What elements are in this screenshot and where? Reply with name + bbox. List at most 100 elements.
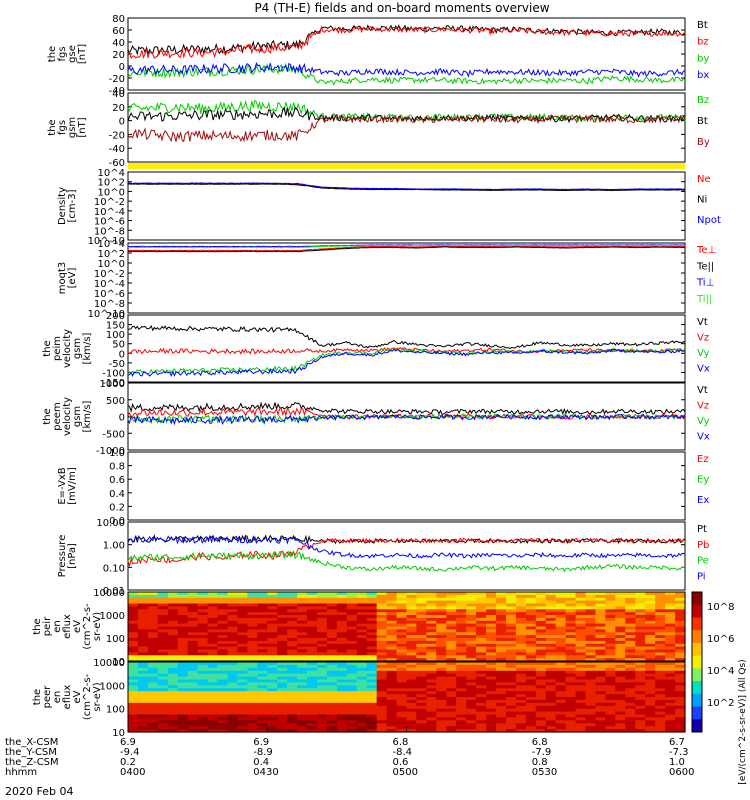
heat-cell (366, 729, 378, 733)
heat-cell (456, 658, 467, 662)
heat-cell (356, 694, 368, 698)
heat-cell (147, 635, 159, 639)
heat-cell (336, 726, 348, 730)
heat-cell (585, 723, 596, 727)
heat-cell (575, 649, 587, 653)
heat-cell (456, 606, 467, 610)
heat-cell (525, 606, 537, 610)
heat-cell (595, 617, 606, 622)
heat-cell (217, 664, 228, 669)
heat-cell (466, 597, 477, 602)
heat-cell (356, 597, 368, 602)
heat-cell (376, 679, 388, 683)
heat-cell (227, 635, 238, 639)
heat-cell (406, 679, 417, 683)
heat-cell (287, 664, 298, 669)
colorbar-tick-label: 10^4 (707, 666, 734, 677)
heat-cell (207, 699, 219, 704)
heat-cell (217, 717, 228, 721)
heat-cell (595, 705, 606, 710)
heat-cell (486, 717, 497, 721)
heat-cell (665, 606, 676, 610)
heat-cell (486, 714, 497, 718)
heat-cell (287, 723, 298, 727)
heat-cell (565, 594, 577, 599)
heat-cell (247, 617, 258, 622)
heat-cell (406, 711, 417, 716)
heat-cell (476, 662, 487, 666)
heat-cell (595, 626, 606, 630)
heat-cell (555, 664, 567, 669)
x-tick-X: 6.7 (669, 737, 685, 748)
heat-cell (575, 609, 587, 613)
legend-Ex: Ex (697, 495, 709, 506)
heat-cell (635, 638, 646, 642)
heat-cell (336, 667, 348, 672)
heat-cell (426, 597, 437, 602)
heat-cell (615, 620, 626, 625)
heat-cell (446, 643, 457, 648)
heat-cell (157, 617, 169, 622)
heat-cell (207, 708, 219, 713)
heat-cell (575, 646, 587, 651)
heat-cell (545, 617, 557, 622)
heat-cell (356, 667, 368, 672)
heat-cell (625, 685, 636, 689)
heat-cell (535, 646, 547, 651)
heat-cell (307, 667, 318, 672)
heat-cell (366, 685, 378, 689)
heat-cell (376, 638, 388, 642)
heat-cell (525, 673, 537, 678)
heat-cell (326, 679, 338, 683)
heat-cell (317, 652, 328, 656)
heat-cell (287, 623, 298, 628)
heat-cell (167, 670, 179, 675)
heat-cell (625, 676, 636, 681)
heat-cell (486, 679, 497, 683)
heat-cell (615, 726, 626, 730)
heat-cell (128, 673, 139, 678)
heat-cell (406, 697, 417, 701)
heat-cell (436, 600, 447, 605)
heat-cell (565, 720, 577, 724)
heat-cell (277, 708, 288, 713)
heat-cell (535, 676, 547, 681)
heat-cell (177, 688, 189, 692)
heat-cell (376, 711, 388, 716)
heat-cell (157, 676, 169, 681)
heat-cell (635, 694, 646, 698)
heat-cell (515, 699, 527, 704)
heat-cell (167, 726, 179, 730)
heat-cell (167, 679, 179, 683)
heat-cell (605, 652, 616, 656)
heat-cell (665, 632, 676, 636)
heat-cell (167, 662, 179, 666)
heat-cell (406, 603, 417, 607)
heat-cell (376, 617, 388, 622)
heat-cell (187, 643, 199, 648)
series-Vt (127, 401, 686, 416)
chart-title: P4 (TH-E) fields and on-board moments ov… (254, 1, 549, 15)
series-Vx (127, 348, 686, 378)
heat-cell (247, 699, 258, 704)
heat-cell (227, 685, 238, 689)
heat-cell (356, 632, 368, 636)
heat-cell (635, 708, 646, 713)
heat-cell (585, 711, 596, 716)
heat-cell (187, 606, 199, 610)
heat-cell (217, 714, 228, 718)
heat-cell (277, 705, 288, 710)
heat-cell (128, 649, 139, 653)
heat-cell (307, 694, 318, 698)
heat-cell (307, 609, 318, 613)
heat-cell (346, 697, 358, 701)
heat-cell (346, 658, 358, 662)
legend-Ti||: Ti|| (696, 294, 712, 305)
heat-cell (177, 729, 189, 733)
heat-cell (187, 702, 199, 707)
heat-cell (595, 592, 606, 596)
heat-cell (386, 632, 398, 636)
heat-cell (655, 670, 666, 675)
